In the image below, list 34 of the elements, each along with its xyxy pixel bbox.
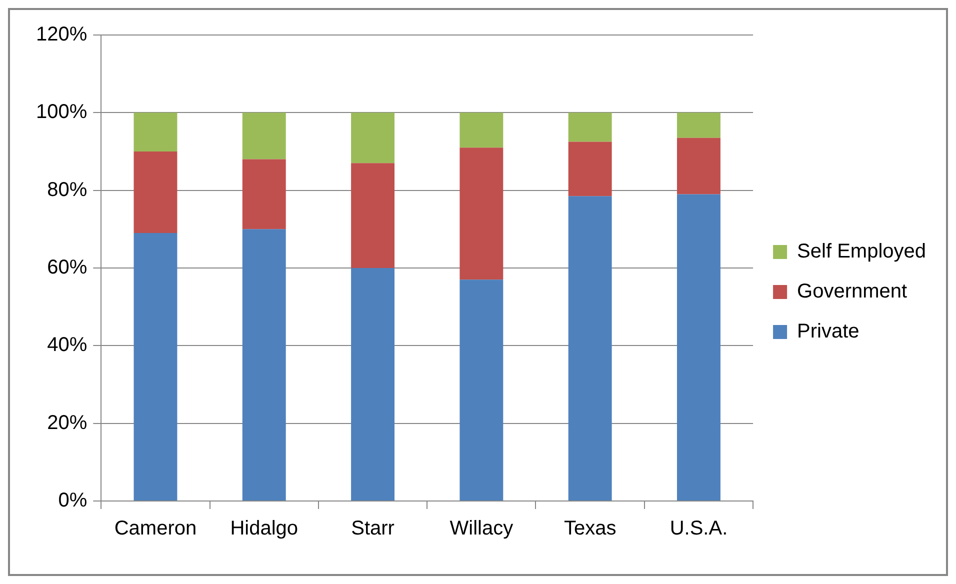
bar (568, 196, 612, 500)
y-tick-label: 80% (47, 178, 88, 201)
bar (676, 194, 720, 500)
x-tick-label: Hidalgo (230, 518, 298, 540)
bar (460, 148, 504, 280)
x-tick-label: Starr (351, 518, 395, 540)
bar (242, 229, 286, 500)
legend-label: Self Employed (797, 240, 926, 263)
bar (460, 112, 504, 148)
legend-label: Government (797, 280, 908, 303)
bar (676, 112, 720, 138)
bar (351, 112, 395, 164)
x-tick-label: Texas (564, 518, 616, 540)
bar (676, 138, 720, 194)
y-tick-label: 120% (36, 24, 88, 46)
x-tick-label: Willacy (450, 518, 514, 540)
x-tick-label: U.S.A. (670, 518, 728, 540)
bar (242, 112, 286, 160)
bar (568, 112, 612, 142)
y-tick-label: 60% (47, 256, 88, 279)
bar (134, 152, 178, 234)
bar (568, 142, 612, 196)
bar (460, 280, 504, 500)
y-tick-label: 40% (47, 334, 88, 356)
legend-label: Private (797, 320, 860, 343)
bar (134, 112, 178, 152)
bar (134, 233, 178, 500)
y-tick-label: 100% (36, 101, 88, 124)
x-tick-label: Cameron (114, 518, 197, 540)
bar (242, 159, 286, 230)
bar (351, 163, 395, 268)
y-tick-label: 0% (58, 490, 88, 512)
y-tick-label: 20% (47, 412, 88, 434)
bar (351, 268, 395, 500)
